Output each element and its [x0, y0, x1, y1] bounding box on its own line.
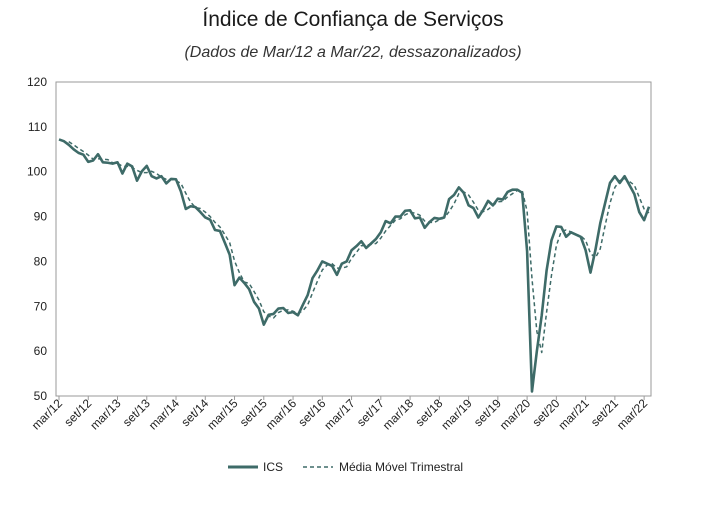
x-tick-label: mar/18 — [380, 396, 417, 433]
y-tick-label: 50 — [34, 389, 48, 403]
series-line-moving-average — [68, 141, 650, 354]
x-tick-label: mar/16 — [263, 396, 300, 433]
legend-label-moving-average: Média Móvel Trimestral — [339, 460, 463, 474]
y-tick-label: 80 — [34, 254, 48, 268]
x-tick-label: mar/21 — [555, 396, 592, 433]
series-line-ics — [58, 138, 651, 393]
chart-subtitle: (Dados de Mar/12 a Mar/22, dessazonaliza… — [184, 44, 522, 61]
x-tick-label: mar/15 — [204, 396, 241, 433]
y-tick-label: 120 — [27, 75, 47, 89]
legend-label-ics: ICS — [263, 460, 283, 474]
y-tick-label: 100 — [27, 165, 47, 179]
x-tick-label: mar/22 — [614, 396, 651, 433]
plot-area-border — [55, 81, 652, 397]
y-tick-label: 90 — [34, 210, 48, 224]
x-tick-label: mar/17 — [321, 396, 358, 433]
x-tick-label: mar/19 — [438, 396, 475, 433]
y-tick-label: 110 — [28, 120, 47, 134]
x-tick-label: mar/13 — [87, 396, 124, 433]
x-tick-label: mar/20 — [497, 396, 534, 433]
chart-title: Índice de Confiança de Serviços — [202, 8, 504, 31]
x-tick-label: mar/14 — [146, 396, 183, 433]
y-tick-label: 60 — [34, 344, 48, 358]
y-tick-label: 70 — [34, 299, 48, 313]
